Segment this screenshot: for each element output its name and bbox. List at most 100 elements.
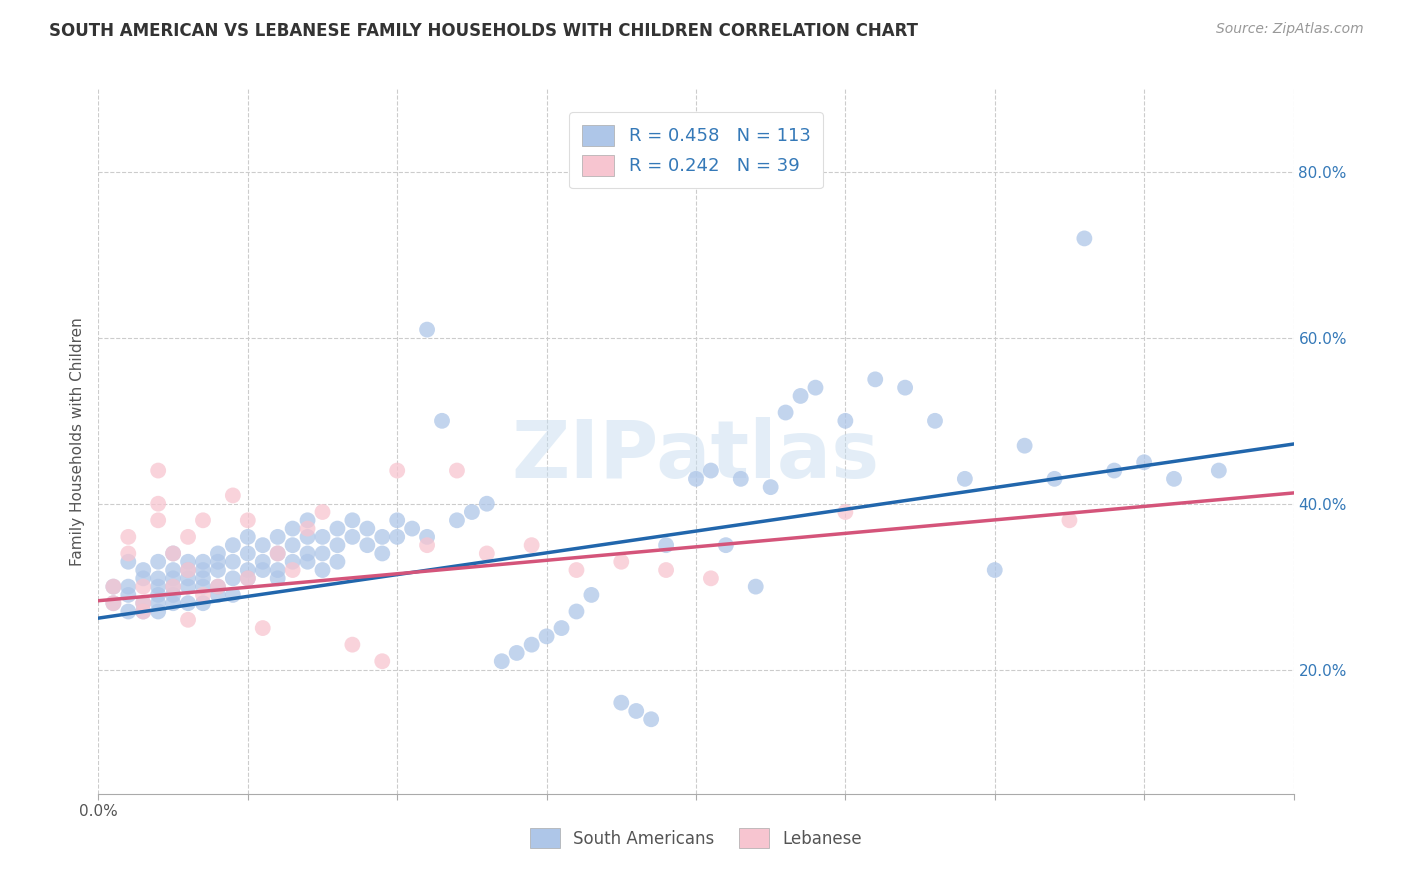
Point	[117, 530, 139, 544]
Point	[117, 588, 139, 602]
Point	[191, 513, 214, 527]
Point	[789, 389, 811, 403]
Point	[117, 580, 139, 594]
Point	[1059, 513, 1081, 527]
Point	[446, 464, 468, 478]
Point	[1163, 472, 1185, 486]
Point	[177, 596, 200, 610]
Point	[281, 522, 304, 536]
Point	[162, 546, 184, 560]
Point	[297, 530, 319, 544]
Point	[506, 646, 529, 660]
Point	[1104, 464, 1126, 478]
Point	[834, 505, 856, 519]
Point	[207, 588, 229, 602]
Point	[117, 555, 139, 569]
Point	[222, 588, 245, 602]
Point	[162, 571, 184, 585]
Point	[103, 596, 125, 610]
Point	[565, 605, 588, 619]
Point	[536, 629, 558, 643]
Point	[655, 563, 678, 577]
Point	[1133, 455, 1156, 469]
Point	[162, 580, 184, 594]
Point	[148, 497, 170, 511]
Point	[297, 546, 319, 560]
Point	[117, 546, 139, 560]
Text: ZIPatlas: ZIPatlas	[512, 417, 880, 495]
Point	[148, 513, 170, 527]
Point	[311, 505, 333, 519]
Point	[714, 538, 737, 552]
Point	[430, 414, 453, 428]
Point	[1208, 464, 1230, 478]
Point	[148, 588, 170, 602]
Point	[191, 555, 214, 569]
Point	[177, 563, 200, 577]
Text: Source: ZipAtlas.com: Source: ZipAtlas.com	[1216, 22, 1364, 37]
Point	[610, 696, 633, 710]
Point	[162, 588, 184, 602]
Point	[834, 414, 856, 428]
Point	[416, 530, 439, 544]
Point	[520, 638, 543, 652]
Point	[581, 588, 603, 602]
Point	[132, 596, 155, 610]
Point	[461, 505, 484, 519]
Text: SOUTH AMERICAN VS LEBANESE FAMILY HOUSEHOLDS WITH CHILDREN CORRELATION CHART: SOUTH AMERICAN VS LEBANESE FAMILY HOUSEH…	[49, 22, 918, 40]
Point	[103, 580, 125, 594]
Point	[191, 596, 214, 610]
Point	[446, 513, 468, 527]
Point	[148, 580, 170, 594]
Point	[177, 563, 200, 577]
Point	[236, 571, 259, 585]
Point	[297, 555, 319, 569]
Point	[162, 580, 184, 594]
Point	[700, 571, 723, 585]
Point	[342, 530, 364, 544]
Point	[148, 596, 170, 610]
Point	[132, 605, 155, 619]
Point	[191, 563, 214, 577]
Point	[385, 530, 409, 544]
Point	[281, 563, 304, 577]
Point	[177, 580, 200, 594]
Point	[356, 522, 378, 536]
Point	[281, 555, 304, 569]
Point	[894, 381, 917, 395]
Point	[865, 372, 887, 386]
Point	[356, 538, 378, 552]
Point	[1043, 472, 1066, 486]
Point	[148, 464, 170, 478]
Point	[730, 472, 752, 486]
Point	[759, 480, 782, 494]
Y-axis label: Family Households with Children: Family Households with Children	[69, 318, 84, 566]
Point	[236, 563, 259, 577]
Point	[267, 530, 290, 544]
Point	[326, 522, 349, 536]
Point	[252, 621, 274, 635]
Point	[475, 546, 498, 560]
Point	[162, 563, 184, 577]
Point	[162, 596, 184, 610]
Point	[745, 580, 768, 594]
Point	[132, 571, 155, 585]
Point	[655, 538, 678, 552]
Point	[1073, 231, 1095, 245]
Point	[924, 414, 946, 428]
Point	[132, 580, 155, 594]
Point	[401, 522, 423, 536]
Point	[685, 472, 707, 486]
Point	[311, 546, 333, 560]
Point	[222, 538, 245, 552]
Point	[491, 654, 513, 668]
Point	[207, 546, 229, 560]
Point	[207, 580, 229, 594]
Point	[132, 596, 155, 610]
Point	[162, 546, 184, 560]
Point	[222, 488, 245, 502]
Point	[385, 513, 409, 527]
Point	[297, 513, 319, 527]
Point	[267, 546, 290, 560]
Point	[984, 563, 1007, 577]
